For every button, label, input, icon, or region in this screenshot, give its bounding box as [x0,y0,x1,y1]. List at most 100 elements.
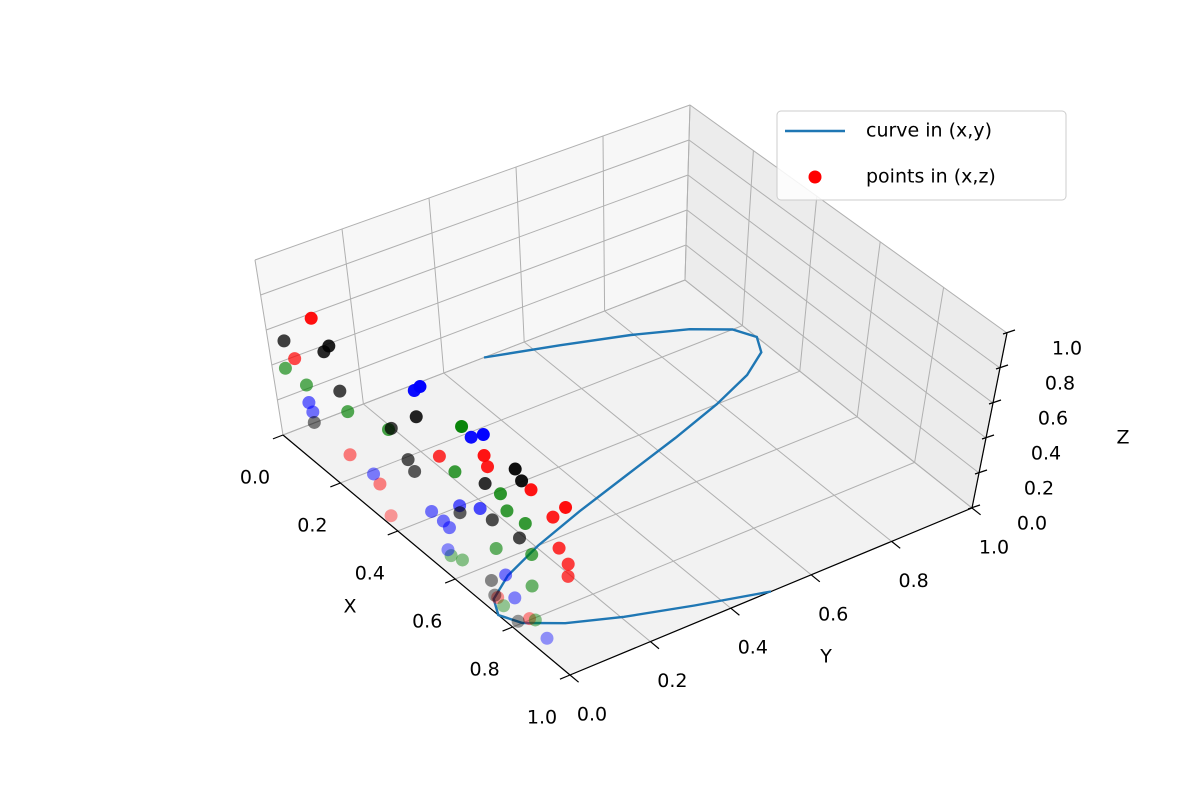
scatter-point [304,311,318,325]
scatter-point [552,541,566,555]
grid-line [685,244,980,474]
legend-label: curve in (x,y) [866,120,992,142]
scatter-point [546,510,560,524]
scatter-point [409,410,423,424]
z-axis-line [971,332,1008,509]
scatter-point [322,339,336,353]
scatter-point [497,599,511,613]
z-tick-label: 0.4 [1031,443,1061,465]
scatter-point [442,521,456,535]
panes [254,104,1008,676]
z-tick-label: 0.8 [1045,373,1075,395]
curve [483,327,772,625]
y-tick-label: 0.4 [738,637,768,659]
scatter-point [488,588,502,602]
grid-line [277,244,687,401]
scatter-point [518,517,532,530]
legend-label: points in (x,z) [866,166,996,188]
scatter-point [561,569,575,583]
scatter-point [561,557,575,571]
grid-line [684,279,973,509]
grid-line [428,197,445,374]
z-tick-label: 0.0 [1017,513,1047,535]
scatter-point [481,460,495,474]
grid-line [687,174,994,404]
x-tick [272,434,284,440]
z-tick-label: 0.2 [1024,478,1054,500]
grid-line [602,135,606,312]
x-tick-label: 0.0 [240,467,270,489]
x-axis-line [282,434,571,676]
y-tick-label: 1.0 [979,537,1009,559]
scatter-point [306,405,320,419]
scatter-point [500,504,514,518]
scatter-point [559,500,573,514]
grid-line [260,139,690,296]
grid-line [799,196,818,372]
x-axis-title: X [343,596,356,618]
scatter-point [525,579,539,593]
z-tick [981,434,995,440]
grid-line [604,310,892,542]
z-tick-label: 0.6 [1038,408,1068,430]
scatter-point [307,415,321,429]
grid-line [363,403,651,642]
scatter-point [384,421,398,435]
scatter-point [489,542,503,555]
y-tick [971,507,981,516]
x-tick-label: 0.2 [297,515,327,537]
scatter-point [384,509,398,523]
scatter-point [478,477,492,491]
scatter-point [485,513,499,527]
scatter-point [407,384,421,397]
grid-line [271,209,688,366]
y-tick [891,540,901,549]
grid-line [856,241,881,417]
z-tick-label: 1.0 [1052,338,1082,360]
y-tick [810,574,821,583]
grid-line [515,166,525,343]
scatter-point [464,430,478,444]
x-tick-label: 0.6 [412,611,442,633]
grid-line [741,150,754,326]
y-tick [730,607,740,616]
z-tick [988,399,1002,405]
legend-box [776,110,1067,201]
scatter-point [525,548,539,562]
grid-line [688,139,1001,369]
y-tick [650,641,660,650]
scatter-point [477,449,491,463]
scatter-point [473,502,487,515]
grid-line [684,104,691,281]
scatter-point [508,462,522,476]
x-tick [559,674,571,680]
scatter-point [540,631,554,645]
z-tick [974,469,988,475]
scatter-point [278,361,292,375]
y-axis-title: Y [819,646,832,668]
z-axis-title: Z [1116,427,1129,449]
z-tick [1002,329,1016,335]
grid-line [512,461,915,628]
scatter-point [401,453,415,467]
grid-line [523,341,812,576]
scatter-point [511,614,525,628]
grid-line [689,104,1008,334]
x-tick [330,482,341,488]
scatter-point [515,474,529,488]
y-tick [569,674,579,683]
x-tick-label: 1.0 [527,707,557,729]
grid-line [254,104,691,261]
scatter-point [528,613,542,627]
grid-line [455,416,858,580]
scatter-point [333,384,347,398]
scatter-point [455,553,469,567]
scatter-point [455,420,469,433]
scatter-point [367,467,381,481]
marks [277,311,772,645]
legend: curve in (x,y) points in (x,z) [776,110,1067,201]
scatter-point [373,477,387,491]
y-tick-label: 0.6 [818,603,848,625]
scatter-point [425,504,439,518]
x-tick [444,578,456,584]
